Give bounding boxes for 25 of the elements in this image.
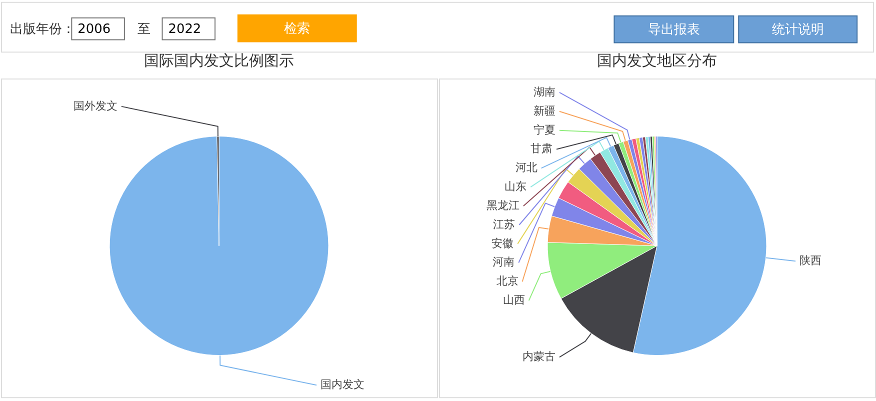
slice-label: 河南 — [492, 256, 515, 269]
text: 2006 — [78, 22, 111, 37]
slice-label: 山西 — [502, 294, 525, 307]
slice-label: 宁夏 — [533, 123, 556, 136]
text: 至 — [137, 22, 150, 37]
slice-label: 北京 — [496, 274, 518, 288]
slice-label: 内蒙古 — [522, 350, 556, 364]
slice-label: 陕西 — [800, 254, 822, 268]
text: 检索 — [284, 21, 310, 36]
slice-label: 黑龙江 — [486, 198, 520, 212]
slice-label: 国内发文 — [320, 378, 365, 392]
chart-title: 国际国内发文比例图示 — [144, 52, 294, 70]
slice-label: 湖南 — [533, 85, 556, 98]
text: 2022 — [168, 22, 202, 37]
slice-label: 国外发文 — [73, 99, 118, 112]
text: 出版年份： — [10, 22, 75, 37]
chart-title: 国内发文地区分布 — [597, 52, 717, 70]
slice-label: 江苏 — [493, 218, 516, 231]
text: 导出报表 — [648, 22, 700, 38]
slice-label: 甘肃 — [530, 142, 553, 156]
slice-label: 安徽 — [492, 236, 514, 250]
slice-label: 河北 — [515, 161, 538, 174]
slice-label: 山东 — [504, 180, 527, 194]
text: 统计说明 — [772, 22, 824, 38]
slice-label: 新疆 — [533, 104, 556, 118]
